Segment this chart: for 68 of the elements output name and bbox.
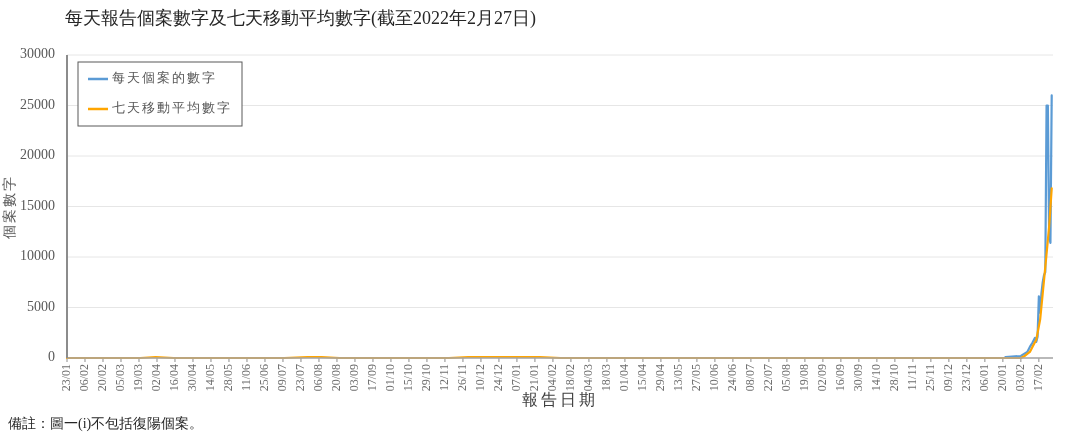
x-tick-label: 13/05 [670, 364, 685, 392]
x-tick-label: 16/09 [832, 364, 847, 392]
x-tick-label: 17/02 [1030, 364, 1045, 392]
x-tick-label: 03/02 [1012, 364, 1027, 392]
x-tick-label: 20/08 [328, 364, 343, 392]
x-tick-label: 17/09 [364, 364, 379, 392]
x-tick-label: 06/08 [310, 364, 325, 392]
x-tick-label: 04/02 [544, 364, 559, 392]
y-tick-label: 15000 [20, 197, 55, 213]
x-tick-label: 08/07 [742, 364, 757, 392]
x-tick-label: 29/04 [652, 364, 667, 392]
x-tick-label: 20/02 [94, 364, 109, 392]
x-tick-label: 29/10 [418, 364, 433, 392]
x-tick-label: 19/08 [796, 364, 811, 392]
y-tick-label: 10000 [20, 248, 55, 264]
text: 備註：圖一(i)不包括復陽個案。 [8, 415, 204, 432]
x-tick-label: 05/08 [778, 364, 793, 392]
x-tick-label: 16/04 [166, 364, 181, 392]
x-tick-label: 18/03 [598, 364, 613, 392]
x-tick-label: 15/04 [634, 364, 649, 392]
x-tick-label: 19/03 [130, 364, 145, 392]
x-tick-label: 15/10 [400, 364, 415, 392]
x-tick-label: 09/07 [274, 364, 289, 392]
x-tick-label: 28/05 [220, 364, 235, 392]
y-tick-label: 5000 [27, 298, 55, 314]
x-tick-label: 06/01 [976, 364, 991, 392]
x-tick-label: 28/10 [886, 364, 901, 392]
y-tick-label: 30000 [20, 46, 55, 62]
x-tick-label: 01/10 [382, 364, 397, 392]
x-tick-label: 23/01 [58, 364, 73, 392]
x-tick-label: 02/04 [148, 364, 163, 392]
y-axis-title: 個案數字 [1, 174, 18, 239]
x-tick-label: 07/01 [508, 364, 523, 392]
x-tick-label: 11/11 [904, 364, 919, 391]
x-tick-label: 10/12 [472, 364, 487, 392]
x-axis-title: 報告日期 [522, 391, 598, 408]
x-tick-label: 14/10 [868, 364, 883, 392]
x-tick-label: 10/06 [706, 364, 721, 392]
x-tick-label: 23/07 [292, 364, 307, 392]
y-tick-label: 20000 [20, 147, 55, 163]
x-tick-label: 30/09 [850, 364, 865, 392]
legend-label: 七天移動平均數字 [112, 99, 232, 115]
x-tick-label: 22/07 [760, 364, 775, 392]
x-tick-label: 25/06 [256, 364, 271, 392]
y-tick-label: 0 [48, 349, 55, 365]
legend-label: 每天個案的數字 [112, 69, 217, 85]
x-tick-label: 25/11 [922, 364, 937, 391]
x-tick-label: 30/04 [184, 364, 199, 392]
x-tick-label: 14/05 [202, 364, 217, 392]
x-tick-label: 21/01 [526, 364, 541, 392]
x-tick-label: 11/06 [238, 364, 253, 391]
x-tick-label: 09/12 [940, 364, 955, 392]
x-tick-label: 01/04 [616, 364, 631, 392]
x-tick-label: 20/01 [994, 364, 1009, 392]
x-tick-label: 04/03 [580, 364, 595, 392]
x-tick-label: 24/12 [490, 364, 505, 392]
x-tick-label: 26/11 [454, 364, 469, 391]
y-tick-label: 25000 [20, 96, 55, 112]
x-tick-label: 23/12 [958, 364, 973, 392]
x-tick-label: 18/02 [562, 364, 577, 392]
x-tick-label: 02/09 [814, 364, 829, 392]
x-tick-label: 03/09 [346, 364, 361, 392]
x-tick-label: 27/05 [688, 364, 703, 392]
x-tick-label: 12/11 [436, 364, 451, 391]
chart-title: 每天報告個案數字及七天移動平均數字(截至2022年2月27日) [65, 8, 536, 29]
x-tick-label: 24/06 [724, 364, 739, 392]
x-tick-label: 06/02 [76, 364, 91, 392]
x-tick-label: 05/03 [112, 364, 127, 392]
